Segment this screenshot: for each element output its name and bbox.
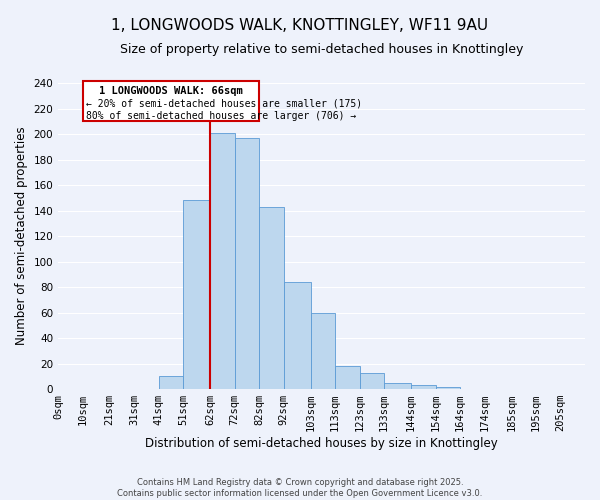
Bar: [210, 133, 235, 389]
Title: Size of property relative to semi-detached houses in Knottingley: Size of property relative to semi-detach…: [120, 42, 523, 56]
Bar: [411, 386, 436, 389]
Text: 1, LONGWOODS WALK, KNOTTINGLEY, WF11 9AU: 1, LONGWOODS WALK, KNOTTINGLEY, WF11 9AU: [112, 18, 488, 32]
Bar: [359, 372, 384, 389]
Bar: [183, 200, 210, 389]
Bar: [259, 206, 284, 389]
Bar: [284, 282, 311, 389]
X-axis label: Distribution of semi-detached houses by size in Knottingley: Distribution of semi-detached houses by …: [145, 437, 498, 450]
Text: ← 20% of semi-detached houses are smaller (175): ← 20% of semi-detached houses are smalle…: [86, 98, 362, 108]
Bar: [235, 138, 259, 389]
Y-axis label: Number of semi-detached properties: Number of semi-detached properties: [15, 127, 28, 346]
Bar: [335, 366, 359, 389]
Text: Contains HM Land Registry data © Crown copyright and database right 2025.
Contai: Contains HM Land Registry data © Crown c…: [118, 478, 482, 498]
Bar: [436, 386, 460, 389]
Bar: [384, 382, 411, 389]
Text: 1 LONGWOODS WALK: 66sqm: 1 LONGWOODS WALK: 66sqm: [99, 86, 243, 96]
Text: 80% of semi-detached houses are larger (706) →: 80% of semi-detached houses are larger (…: [86, 111, 356, 121]
Bar: [311, 312, 335, 389]
FancyBboxPatch shape: [83, 80, 259, 122]
Bar: [158, 376, 183, 389]
